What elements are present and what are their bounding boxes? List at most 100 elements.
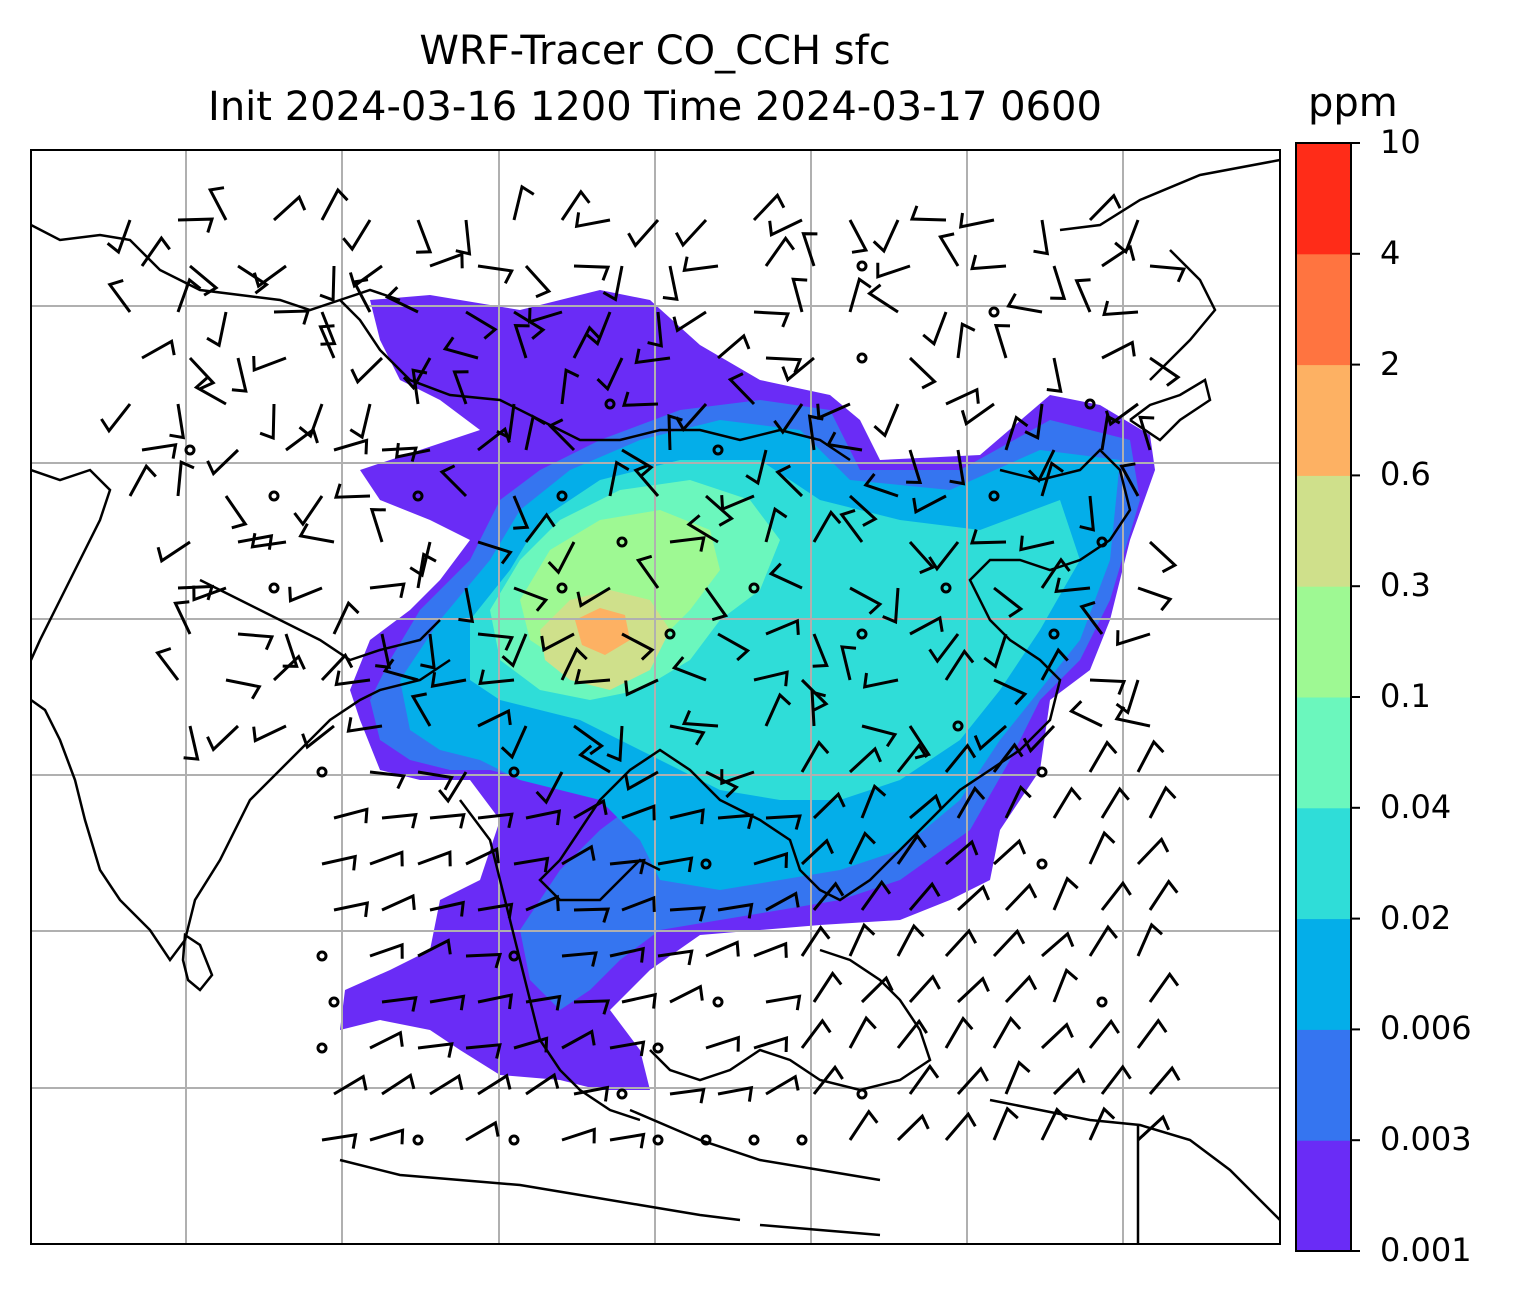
wind-barb [705,770,739,799]
wind-barb [621,632,655,661]
wind-barb [416,552,437,589]
wind-barb [671,656,707,682]
calm-wind-marker [856,1088,868,1100]
wind-barb [576,586,611,608]
wind-barb [1004,974,1038,1004]
wind-barb [812,881,845,911]
wind-barb [717,813,754,830]
wind-barb [455,219,472,256]
wind-barb [318,324,336,359]
colorbar-segment [1296,918,1351,1030]
wind-barb [477,540,513,565]
wind-barb [657,856,694,873]
wind-barb [477,264,514,284]
wind-barb [717,333,751,360]
wind-barb [560,646,588,681]
wind-barb [334,670,371,687]
wind-barb [1006,292,1043,314]
wind-barb [812,970,843,1003]
wind-barb [848,1109,879,1141]
wind-barb [764,506,788,543]
wind-barb [812,633,829,668]
wind-barb [848,219,869,254]
wind-barb [1088,1018,1120,1049]
calm-wind-marker [700,1134,712,1146]
wind-barb [621,895,656,912]
wind-barb [705,494,735,527]
wind-barb [791,277,808,313]
wind-barb [332,600,360,635]
wind-barb [992,1106,1019,1141]
wind-barb [669,984,704,1004]
calm-wind-marker [988,490,1000,502]
wind-barb [417,770,454,791]
wind-barb [1079,600,1104,635]
wind-barb [513,586,549,612]
coastline-sri-lanka [181,932,214,992]
wind-barb [1100,414,1121,451]
wind-barb [1136,922,1164,957]
wind-barb [173,600,192,635]
wind-barb [1101,244,1136,268]
wind-barb [1088,1106,1116,1141]
wind-barb [657,949,694,966]
wind-barb [669,724,706,746]
wind-barb [717,1085,754,1102]
wind-barb [635,554,660,589]
calm-wind-marker [712,444,724,456]
wind-barb [176,459,195,497]
wind-barb [1088,740,1118,773]
calm-wind-marker [796,1134,808,1146]
wind-barb [501,633,528,668]
wind-barb [992,1015,1022,1049]
wind-barb [1089,678,1127,696]
coastline-india [31,468,451,963]
wind-barb [381,996,418,1012]
wind-barb [1101,340,1136,360]
wind-barb [540,632,575,653]
wind-barb [319,265,336,303]
wind-barb [524,264,552,299]
calm-wind-marker [268,582,280,594]
wind-barb [922,311,948,347]
wind-barb [382,658,419,682]
wind-barb [1004,1060,1031,1095]
wind-barb [429,1073,464,1096]
wind-barb [252,724,287,743]
wind-barb [800,925,831,957]
calm-wind-marker [556,490,568,502]
colorbar-tick-label: 4 [1380,233,1401,272]
wind-barb [351,278,372,313]
wind-barb [561,951,598,967]
wind-barb [535,771,564,805]
wind-barb [765,1074,800,1096]
colorbar-tick-label: 0.04 [1380,787,1452,826]
wind-barb [381,893,416,912]
wind-barb [669,808,705,825]
chart-title-line2: Init 2024-03-16 1200 Time 2024-03-17 060… [208,84,1102,130]
wind-barb [681,710,719,728]
wind-barb [727,372,756,406]
calm-wind-marker [988,306,1000,318]
wind-barb [1079,495,1095,532]
wind-barb [839,508,864,543]
wind-barb [860,783,887,819]
wind-barb [578,744,611,774]
calm-wind-marker [316,766,328,778]
wind-barb [908,725,932,760]
wind-barb [764,692,792,727]
wind-barb [876,262,911,279]
wind-barb [442,336,479,360]
wind-barb [207,186,228,221]
wind-barb [416,219,433,254]
wind-barb [624,678,659,697]
border-himalaya [31,223,441,662]
wind-barb [1024,403,1044,440]
wind-barb [848,746,882,774]
colorbar-segment [1296,1140,1351,1252]
wind-barb [866,283,899,314]
wind-barb [764,235,796,267]
wind-barb [155,647,180,681]
wind-barb [812,1064,844,1095]
wind-barb [381,812,418,829]
